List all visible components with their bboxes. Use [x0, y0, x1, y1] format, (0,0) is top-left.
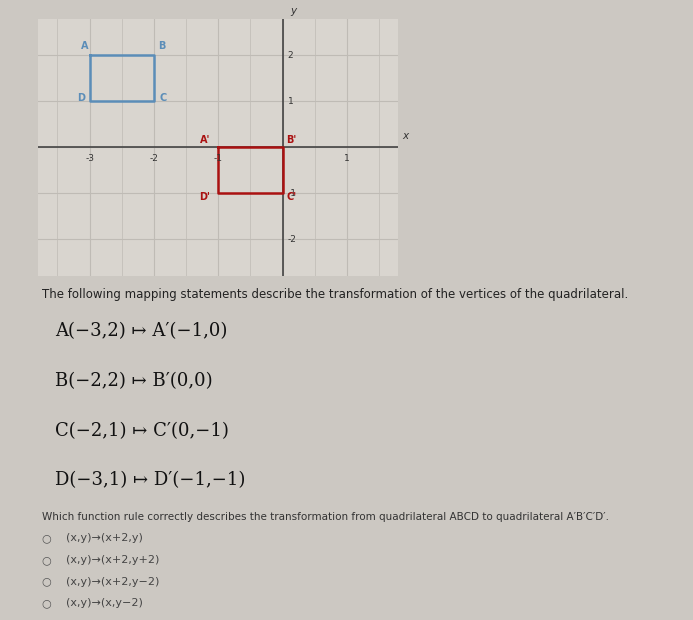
- Text: A: A: [81, 42, 89, 51]
- Text: B(−2,2) ↦ B′(0,0): B(−2,2) ↦ B′(0,0): [55, 372, 213, 390]
- Text: D: D: [77, 93, 85, 104]
- Text: (x,y)→(x,y−2): (x,y)→(x,y−2): [66, 598, 143, 608]
- Text: ○: ○: [42, 598, 51, 608]
- Text: x: x: [402, 131, 408, 141]
- Text: The following mapping statements describe the transformation of the vertices of : The following mapping statements describ…: [42, 288, 628, 301]
- Text: ○: ○: [42, 533, 51, 543]
- Text: D': D': [199, 192, 210, 202]
- Text: A': A': [200, 135, 211, 144]
- Text: ○: ○: [42, 555, 51, 565]
- Text: A(−3,2) ↦ A′(−1,0): A(−3,2) ↦ A′(−1,0): [55, 322, 228, 340]
- Text: -2: -2: [288, 234, 297, 244]
- Text: -2: -2: [150, 154, 159, 163]
- Text: D(−3,1) ↦ D′(−1,−1): D(−3,1) ↦ D′(−1,−1): [55, 471, 246, 489]
- Text: 1: 1: [288, 97, 294, 106]
- Text: -1: -1: [288, 188, 297, 198]
- Text: -3: -3: [85, 154, 94, 163]
- Text: C': C': [286, 192, 297, 202]
- Text: Which function rule correctly describes the transformation from quadrilateral AB: Which function rule correctly describes …: [42, 512, 608, 521]
- Text: 2: 2: [288, 51, 293, 60]
- Text: (x,y)→(x+2,y+2): (x,y)→(x+2,y+2): [66, 555, 159, 565]
- Text: B': B': [286, 135, 297, 144]
- Text: B: B: [159, 42, 166, 51]
- Text: (x,y)→(x+2,y−2): (x,y)→(x+2,y−2): [66, 577, 159, 587]
- Text: (x,y)→(x+2,y): (x,y)→(x+2,y): [66, 533, 143, 543]
- Text: C(−2,1) ↦ C′(0,−1): C(−2,1) ↦ C′(0,−1): [55, 422, 229, 440]
- Text: C: C: [160, 93, 167, 104]
- Text: ○: ○: [42, 577, 51, 587]
- Text: y: y: [290, 6, 297, 16]
- Text: 1: 1: [344, 154, 350, 163]
- Text: -1: -1: [214, 154, 222, 163]
